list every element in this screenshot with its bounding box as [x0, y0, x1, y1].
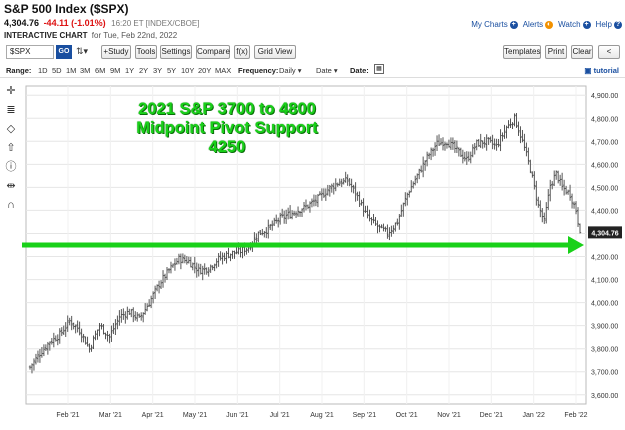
shape-icon[interactable]: ◇: [6, 123, 16, 135]
support-arrowhead: [568, 236, 584, 254]
annotation-line-2: Midpoint Pivot Support: [136, 119, 318, 137]
y-tick-label: 4,700.00: [591, 139, 618, 146]
x-tick-label: Dec '21: [480, 412, 504, 419]
settings-button[interactable]: Settings: [160, 45, 192, 59]
clear-button[interactable]: Clear: [571, 45, 593, 59]
y-tick-label: 4,200.00: [591, 255, 618, 262]
quote-time: 16:20 ET [INDEX/CBOE]: [111, 19, 200, 28]
chart-subtitle: INTERACTIVE CHART for Tue, Feb 22nd, 202…: [4, 31, 177, 40]
x-tick-label: Feb '22: [564, 412, 587, 419]
question-icon: ?: [614, 20, 622, 29]
range-3m[interactable]: 3M: [80, 66, 91, 75]
chart-date: for Tue, Feb 22nd, 2022: [91, 31, 178, 40]
annotation-line-1: 2021 S&P 3700 to 4800: [138, 100, 316, 118]
range-6m[interactable]: 6M: [95, 66, 106, 75]
alerts-link[interactable]: Alerts ◐: [522, 20, 554, 29]
calendar-icon[interactable]: ▦: [374, 64, 384, 74]
price-change: -44.11 (-1.01%): [43, 18, 106, 28]
frequency-label: Frequency:: [238, 66, 279, 75]
range-1d[interactable]: 1D: [38, 66, 48, 75]
y-tick-label: 4,500.00: [591, 185, 618, 192]
study-button[interactable]: +Study: [101, 45, 131, 59]
go-button[interactable]: GO: [56, 45, 72, 59]
range-max[interactable]: MAX: [215, 66, 232, 75]
tools-button[interactable]: Tools: [135, 45, 157, 59]
range-5y[interactable]: 5Y: [167, 66, 177, 75]
range-bar: Range: 1D 5D 1M 3M 6M 9M 1Y 2Y 3Y 5Y 10Y…: [0, 63, 625, 78]
y-tick-label: 4,000.00: [591, 301, 618, 308]
y-tick-label: 4,100.00: [591, 278, 618, 285]
drawing-tools: ✛ ≣ ◇ ⇧ ⓘ ⇹ ∩: [4, 84, 20, 217]
y-tick-label: 3,800.00: [591, 347, 618, 354]
y-tick-label: 3,900.00: [591, 324, 618, 331]
x-tick-label: Jul '21: [270, 412, 290, 419]
date-select[interactable]: Date ▾: [316, 66, 338, 75]
range-1m[interactable]: 1M: [66, 66, 77, 75]
range-20y[interactable]: 20Y: [198, 66, 212, 75]
eye-icon: +: [582, 20, 591, 29]
magnet-icon[interactable]: ∩: [7, 199, 15, 211]
chart-type-icon[interactable]: ⇅▾: [76, 46, 89, 56]
x-tick-label: May '21: [183, 412, 207, 419]
quote-line: 4,304.76 -44.11 (-1.01%) 16:20 ET [INDEX…: [4, 18, 199, 28]
y-tick-label: 4,400.00: [591, 208, 618, 215]
chart-toolbar: $SPX GO ⇅▾ +Study Tools Settings Compare…: [0, 44, 625, 61]
chart-label: INTERACTIVE CHART: [4, 31, 88, 40]
watch-link[interactable]: Watch +: [558, 20, 591, 29]
x-tick-label: Jan '22: [522, 412, 544, 419]
y-tick-label: 3,700.00: [591, 370, 618, 377]
print-button[interactable]: Print: [545, 45, 567, 59]
compare-button[interactable]: Compare: [196, 45, 230, 59]
frequency-select[interactable]: Daily ▾: [279, 66, 302, 75]
x-tick-label: Apr '21: [142, 412, 164, 419]
last-price-tag: [588, 226, 622, 239]
plus-icon: +: [509, 20, 518, 29]
x-tick-label: Sep '21: [353, 412, 377, 419]
bell-icon: ◐: [545, 20, 554, 29]
range-9m[interactable]: 9M: [110, 66, 121, 75]
grid-view-button[interactable]: Grid View: [254, 45, 296, 59]
last-price-tag-label: 4,304.76: [591, 230, 618, 237]
y-tick-label: 4,600.00: [591, 162, 618, 169]
x-tick-label: Aug '21: [310, 412, 334, 419]
x-tick-label: Feb '21: [56, 412, 79, 419]
collapse-button[interactable]: <: [598, 45, 620, 59]
range-label: Range:: [6, 66, 32, 75]
my-charts-link[interactable]: My Charts +: [471, 20, 518, 29]
crosshair-icon[interactable]: ✛: [6, 85, 16, 97]
tutorial-link[interactable]: ▣ tutorial: [584, 66, 619, 75]
page-title: S&P 500 Index ($SPX): [4, 2, 129, 16]
y-tick-label: 3,600.00: [591, 393, 618, 400]
templates-button[interactable]: Templates: [503, 45, 541, 59]
fib-icon[interactable]: ≣: [6, 104, 16, 116]
last-price: 4,304.76: [4, 18, 40, 28]
range-1y[interactable]: 1Y: [125, 66, 135, 75]
range-2y[interactable]: 2Y: [139, 66, 149, 75]
x-tick-label: Jun '21: [226, 412, 248, 419]
symbol-input[interactable]: $SPX: [6, 45, 54, 59]
range-5d[interactable]: 5D: [52, 66, 62, 75]
range-10y[interactable]: 10Y: [181, 66, 195, 75]
y-tick-label: 4,900.00: [591, 93, 618, 100]
x-tick-label: Mar '21: [99, 412, 122, 419]
y-tick-label: 4,800.00: [591, 116, 618, 123]
price-chart[interactable]: 3,600.00 3,700.00 3,800.00 3,900.00 4,000.00…: [0, 78, 625, 430]
annotation-line-3: 4250: [208, 138, 246, 156]
help-link[interactable]: Help?: [595, 20, 622, 29]
info-icon[interactable]: ⓘ: [5, 161, 17, 173]
x-tick-label: Oct '21: [396, 412, 418, 419]
top-links: My Charts + Alerts ◐ Watch + Help?: [471, 20, 622, 29]
date-label: Date:: [350, 66, 369, 75]
chart-annotation: 2021 S&P 3700 to 4800 Midpoint Pivot Sup…: [98, 100, 356, 157]
measure-icon[interactable]: ⇹: [6, 180, 16, 192]
fx-button[interactable]: f(x): [234, 45, 250, 59]
arrow-icon[interactable]: ⇧: [6, 142, 16, 154]
x-tick-label: Nov '21: [437, 412, 461, 419]
range-3y[interactable]: 3Y: [153, 66, 163, 75]
